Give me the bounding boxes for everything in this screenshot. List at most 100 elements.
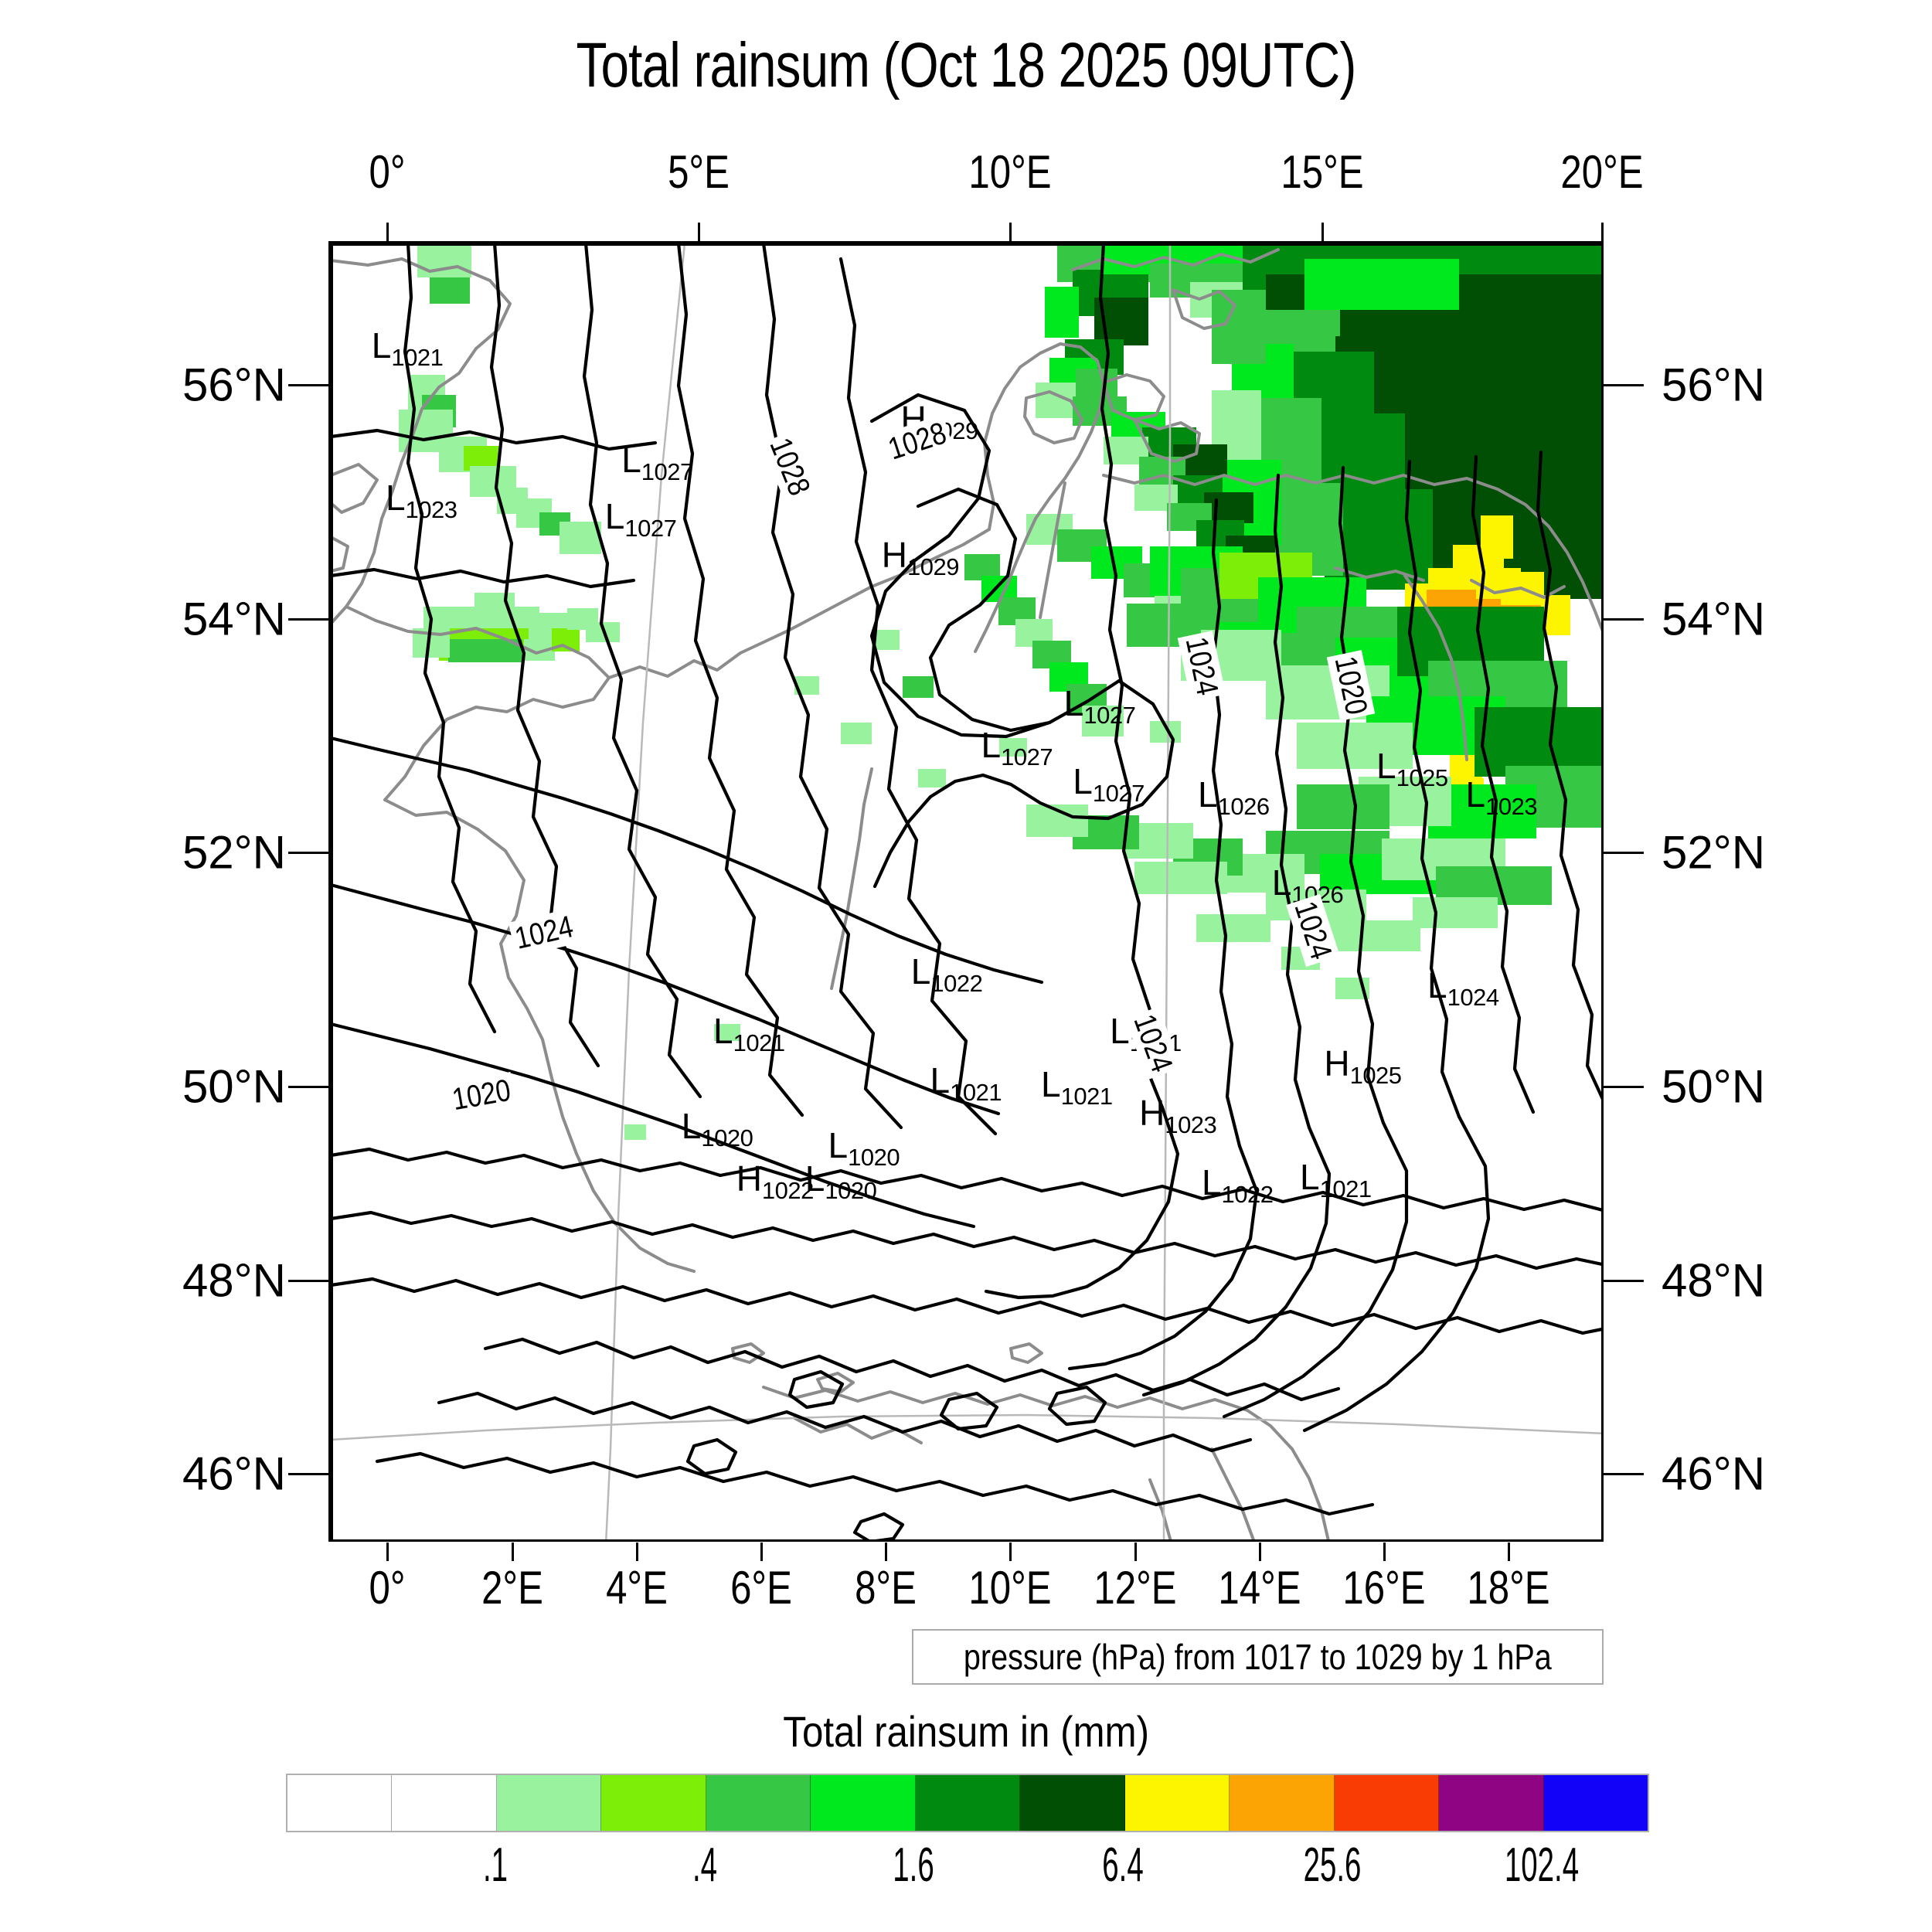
lon-top-label-1: 5°E [668,146,730,198]
lat-right-label-2: 52°N [1662,826,1766,879]
pressure-caption-text: pressure (hPa) from 1017 to 1029 by 1 hP… [964,1637,1552,1677]
extremum-value: 1023 [1165,1111,1217,1139]
lat-left-label-5: 46°N [182,1447,286,1500]
extremum-type: L [681,1106,702,1147]
lon-top-tick-0 [386,223,389,241]
lon-bottom-label-6: 12°E [1094,1562,1177,1614]
extremum-type: L [621,440,641,481]
lon-bottom-tick-7 [1258,1543,1261,1561]
pressure-low-marker: L1023 [1465,774,1538,818]
page-title: Total rainsum (Oct 18 2025 09UTC) [576,30,1356,100]
pressure-low-marker: L1027 [604,495,677,540]
extremum-type: L [371,325,392,366]
extremum-value: 1021 [733,1029,785,1057]
extremum-value: 1027 [1092,780,1145,808]
lat-right-tick-3 [1604,1085,1644,1088]
colorbar-cell-3 [601,1775,706,1831]
extremum-value: 1027 [624,514,677,542]
colorbar-cell-5 [811,1775,916,1831]
extremum-type: L [1041,1064,1061,1105]
pressure-low-marker: L1021 [930,1060,1002,1104]
extremum-value: 1025 [1396,764,1448,791]
lat-right-tick-5 [1604,1473,1644,1476]
pressure-high-marker: H1025 [1324,1043,1402,1087]
colorbar-cell-2 [496,1775,602,1831]
extremum-value: 1024 [1447,984,1499,1012]
lon-top-label-0: 0° [369,146,406,198]
pressure-low-marker: L1020 [681,1106,753,1150]
lon-bottom-tick-9 [1508,1543,1511,1561]
lon-top-tick-3 [1321,223,1324,241]
colorbar-cell-10 [1334,1775,1440,1831]
colorbar-cell-8 [1124,1775,1230,1831]
extremum-value: 1021 [391,344,444,372]
extremum-type: H [1324,1043,1350,1084]
pressure-contours [331,243,1601,1539]
colorbar-cell-4 [706,1775,811,1831]
map-clip: L1021 L1023 L1027 L1027 H1029 H1029 L1027 L1027… [331,243,1601,1539]
pressure-low-marker: L1021 [1300,1159,1372,1201]
pressure-low-marker: L1026 [1271,862,1344,906]
lat-left-tick-5 [288,1473,328,1476]
extremum-type: L [930,1060,951,1101]
extremum-value: 1025 [1349,1062,1402,1090]
colorbar-cell-1 [392,1775,497,1831]
extremum-type: L [1465,774,1486,815]
extremum-value: 1027 [1001,743,1053,771]
colorbar-tick-label-4: 25.6 [1303,1838,1362,1892]
extremum-type: L [981,725,1002,766]
lon-top-tick-2 [1009,223,1012,241]
extremum-value: 1020 [701,1124,753,1152]
extremum-type: L [1201,1162,1222,1202]
lon-top-tick-1 [698,223,701,241]
colorbar-tick-label-0: .1 [482,1838,508,1892]
lat-right-tick-2 [1604,852,1644,855]
extremum-value: 1021 [950,1079,1002,1107]
colorbar-tick-label-5: 102.4 [1504,1838,1579,1892]
extremum-type: L [1073,761,1093,802]
lat-left-tick-2 [288,852,328,855]
lat-right-label-1: 54°N [1662,593,1766,645]
pressure-high-marker: H1029 [881,535,960,579]
lat-left-label-2: 52°N [182,826,286,879]
lon-bottom-tick-8 [1383,1543,1386,1561]
extremum-value: 1027 [1083,702,1136,730]
extremum-type: H [881,535,908,576]
lat-left-tick-3 [288,1085,328,1088]
extremum-type: L [910,951,931,992]
extremum-type: L [1198,774,1218,815]
colorbar-cell-12 [1543,1775,1648,1831]
pressure-low-marker: L1022 [1201,1162,1274,1206]
lat-left-tick-1 [288,617,328,621]
lon-bottom-label-8: 16°E [1342,1562,1426,1614]
lon-bottom-label-2: 4°E [605,1562,668,1614]
extremum-type: L [713,1011,733,1052]
extremum-value: 1021 [1319,1175,1372,1202]
pressure-low-marker: L1021 [1041,1064,1113,1108]
colorbar [286,1774,1649,1832]
lon-bottom-label-9: 18°E [1467,1562,1550,1614]
lat-left-label-0: 56°N [182,359,286,411]
lon-bottom-tick-3 [760,1543,763,1561]
map-graphics [331,243,1601,1539]
extremum-type: L [1271,862,1292,903]
extremum-type: L [1427,965,1447,1006]
extremum-type: L [604,495,625,536]
pressure-low-marker: L1027 [1064,685,1136,727]
extremum-type: L [1376,746,1396,786]
pressure-low-marker: L1027 [981,725,1053,769]
lon-top-label-3: 15°E [1280,146,1364,198]
lon-top-label-4: 20°E [1560,146,1644,198]
pressure-high-marker: H1023 [1139,1095,1217,1137]
extremum-value: 1027 [641,458,693,486]
lat-left-label-4: 48°N [182,1254,286,1307]
colorbar-tick-labels: .1 .4 1.6 6.4 25.6 102.4 [286,1838,1646,1900]
extremum-value: 1022 [930,969,983,997]
lat-right-label-0: 56°N [1662,359,1766,411]
extremum-value: 1029 [907,553,959,581]
pressure-low-marker: L1027 [1073,761,1145,805]
lat-right-tick-4 [1604,1279,1644,1282]
pressure-low-marker: L1021 [713,1011,785,1055]
lon-top-tick-4 [1601,223,1604,241]
lat-right-label-3: 50°N [1662,1060,1766,1113]
